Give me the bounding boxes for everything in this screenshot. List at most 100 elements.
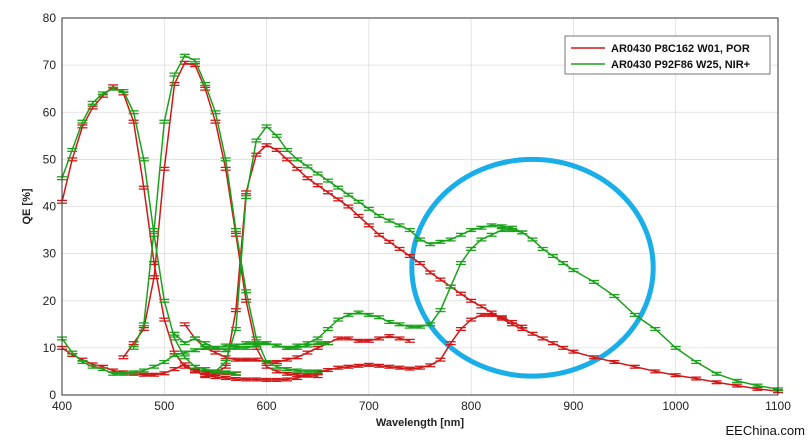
data-point xyxy=(87,364,98,369)
x-tick-label: 500 xyxy=(154,399,174,413)
series-0-curve-0 xyxy=(61,85,236,375)
data-point xyxy=(241,298,252,303)
data-point xyxy=(322,326,333,332)
data-point xyxy=(353,338,364,343)
data-point xyxy=(230,376,241,382)
data-point xyxy=(588,355,599,360)
data-point xyxy=(711,380,722,385)
data-point xyxy=(732,383,743,388)
data-point xyxy=(282,371,293,376)
ticks: 400 500 600 700 800 900 1000 1100 0 10 20 30 40 50 60 7… xyxy=(43,11,792,413)
data-point xyxy=(149,228,160,233)
series-0-curve-2 xyxy=(205,144,779,392)
data-point xyxy=(629,364,640,369)
data-point xyxy=(455,326,466,332)
data-point xyxy=(537,336,548,341)
series-1-curve-3 xyxy=(61,229,523,375)
data-point xyxy=(691,359,702,365)
data-point xyxy=(476,312,487,317)
data-point xyxy=(128,341,139,346)
highlight-circle xyxy=(409,156,656,379)
data-point xyxy=(97,91,108,96)
data-point xyxy=(384,334,395,339)
x-tick-label: 600 xyxy=(257,399,277,413)
data-point xyxy=(282,157,293,162)
data-point xyxy=(77,119,88,124)
data-point xyxy=(302,369,313,374)
data-point xyxy=(333,365,344,370)
data-point xyxy=(149,372,160,377)
data-point xyxy=(241,345,252,350)
data-point xyxy=(650,369,661,374)
data-point xyxy=(415,237,425,242)
data-point xyxy=(394,336,405,341)
data-point xyxy=(128,345,139,350)
data-point xyxy=(374,232,385,237)
data-point xyxy=(445,237,456,242)
data-point xyxy=(282,377,293,382)
data-point xyxy=(108,371,119,376)
data-point xyxy=(220,348,231,353)
data-point xyxy=(230,345,241,350)
data-point xyxy=(333,185,344,190)
data-point xyxy=(282,345,293,350)
data-point xyxy=(466,246,477,251)
data-point xyxy=(404,324,415,329)
data-point xyxy=(138,157,149,162)
data-point xyxy=(374,315,385,320)
data-point xyxy=(415,324,425,329)
plot-frame xyxy=(61,17,779,396)
data-point xyxy=(189,364,200,369)
data-point xyxy=(241,377,252,382)
data-point xyxy=(363,206,374,211)
x-tick-label: 1100 xyxy=(765,399,791,413)
data-point xyxy=(353,213,364,218)
data-point xyxy=(261,377,272,382)
data-point xyxy=(210,119,221,124)
data-point xyxy=(292,375,303,381)
data-point xyxy=(169,72,180,77)
data-point xyxy=(169,367,180,372)
data-point xyxy=(609,359,620,365)
data-point xyxy=(230,326,241,332)
data-point xyxy=(159,166,170,171)
data-point xyxy=(241,341,252,346)
y-tick-label: 60 xyxy=(43,105,57,119)
data-point xyxy=(179,322,190,327)
data-point xyxy=(507,319,518,325)
data-point xyxy=(251,343,262,348)
series-1-curve-4 xyxy=(173,333,328,351)
data-point xyxy=(394,322,405,327)
data-point xyxy=(128,119,139,124)
series-1-curve-2 xyxy=(214,125,779,391)
data-point xyxy=(568,349,579,354)
data-point xyxy=(384,218,395,223)
data-point xyxy=(282,147,293,153)
data-point xyxy=(353,363,364,368)
data-point xyxy=(486,232,497,237)
data-point xyxy=(271,343,282,348)
data-point xyxy=(547,341,558,346)
data-point xyxy=(476,304,487,309)
data-point xyxy=(261,341,272,346)
data-point xyxy=(251,357,262,362)
data-point xyxy=(230,308,241,313)
data-point xyxy=(149,364,160,369)
data-point xyxy=(517,230,528,235)
series-0 xyxy=(57,60,783,394)
legend-box xyxy=(564,35,771,75)
data-point xyxy=(128,110,139,115)
data-point xyxy=(220,166,231,171)
data-point xyxy=(670,345,681,350)
data-point xyxy=(312,369,323,374)
x-tick-label: 800 xyxy=(461,399,481,413)
y-tick-label: 40 xyxy=(43,200,57,214)
data-point xyxy=(527,237,538,242)
data-point xyxy=(292,355,303,360)
data-point xyxy=(159,317,170,322)
data-point xyxy=(455,232,466,237)
data-point xyxy=(425,270,436,275)
data-point xyxy=(384,364,395,369)
data-point xyxy=(189,369,200,374)
